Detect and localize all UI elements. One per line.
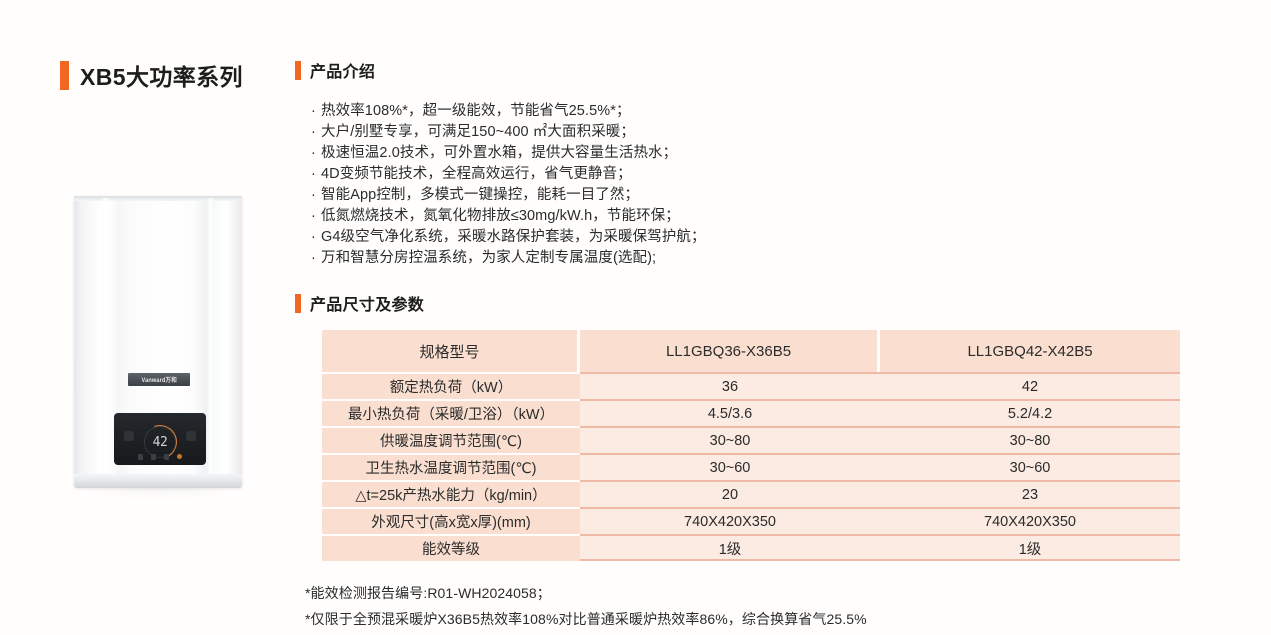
section-heading-specs: 产品尺寸及参数 xyxy=(295,291,1195,315)
footnote: *能效检测报告编号:R01-WH2024058； xyxy=(305,585,551,601)
boiler-bottom-edge xyxy=(74,474,242,488)
spec-value: 4.5/3.6 xyxy=(580,399,880,426)
spec-label: 外观尺寸(高x宽x厚)(mm) xyxy=(322,507,580,534)
spec-value: 740X420X350 xyxy=(880,507,1180,534)
spec-value: 30~80 xyxy=(880,426,1180,453)
table-row: 能效等级 1级 1级 xyxy=(322,534,1180,561)
feature-bullet: G4级空气净化系统，采暖水路保护套装，为采暖保驾护航； xyxy=(311,227,1195,248)
spec-label: 卫生热水温度调节范围(℃) xyxy=(322,453,580,480)
spec-label: 额定热负荷（kW） xyxy=(322,372,580,399)
footnote-block: *能效检测报告编号:R01-WH2024058； *仅限于全预混采暖炉X36B5… xyxy=(305,583,1195,629)
spec-value: 740X420X350 xyxy=(580,507,880,534)
product-image: Vanward万和 42 xyxy=(66,188,252,504)
table-row: △t=25k产热水能力（kg/min） 20 23 xyxy=(322,480,1180,507)
panel-indicator-icon xyxy=(151,454,156,460)
panel-indicator-row xyxy=(114,454,206,460)
accent-bar-icon xyxy=(60,60,69,90)
spec-value: 42 xyxy=(880,372,1180,399)
feature-bullet-list: 热效率108%*，超一级能效，节能省气25.5%*； 大户/别墅专享，可满足15… xyxy=(311,101,1195,269)
table-row: 卫生热水温度调节范围(℃) 30~60 30~60 xyxy=(322,453,1180,480)
accent-bar-icon xyxy=(295,293,301,313)
section-heading-intro: 产品介绍 xyxy=(295,58,1195,82)
table-header-cell: LL1GBQ36-X36B5 xyxy=(580,330,880,372)
spec-value: 20 xyxy=(580,480,880,507)
feature-bullet: 万和智慧分房控温系统，为家人定制专属温度(选配); xyxy=(311,248,1195,269)
table-row: 外观尺寸(高x宽x厚)(mm) 740X420X350 740X420X350 xyxy=(322,507,1180,534)
feature-bullet: 智能App控制，多模式一键操控，能耗一目了然； xyxy=(311,185,1195,206)
table-row: 供暖温度调节范围(℃) 30~80 30~80 xyxy=(322,426,1180,453)
panel-status-led-icon xyxy=(177,454,182,459)
spec-value: 30~80 xyxy=(580,426,880,453)
spec-value: 5.2/4.2 xyxy=(880,399,1180,426)
panel-button-left-icon xyxy=(124,431,134,441)
panel-button-right-icon xyxy=(186,431,196,441)
table-header-row: 规格型号 LL1GBQ36-X36B5 LL1GBQ42-X42B5 xyxy=(322,330,1180,372)
spec-value: 36 xyxy=(580,372,880,399)
table-header-cell: 规格型号 xyxy=(322,330,580,372)
feature-bullet: 极速恒温2.0技术，可外置水箱，提供大容量生活热水； xyxy=(311,143,1195,164)
series-title-text: XB5大功率系列 xyxy=(80,64,243,90)
spec-value: 1级 xyxy=(580,534,880,561)
feature-bullet: 低氮燃烧技术，氮氧化物排放≤30mg/kW.h，节能环保； xyxy=(311,206,1195,227)
spec-label: 最小热负荷（采暖/卫浴）（kW） xyxy=(322,399,580,426)
boiler-highlight-left xyxy=(100,198,111,474)
spec-value: 23 xyxy=(880,480,1180,507)
footnote: *仅限于全预混采暖炉X36B5热效率108%对比普通采暖炉热效率86%，综合换算… xyxy=(305,611,867,627)
table-header-cell: LL1GBQ42-X42B5 xyxy=(880,330,1180,372)
table-row: 最小热负荷（采暖/卫浴）（kW） 4.5/3.6 5.2/4.2 xyxy=(322,399,1180,426)
boiler-highlight-right xyxy=(206,198,215,474)
temperature-dial: 42 xyxy=(144,426,176,458)
spec-value: 30~60 xyxy=(580,453,880,480)
section-heading-specs-text: 产品尺寸及参数 xyxy=(310,297,425,314)
brand-logo-text: Vanward万和 xyxy=(141,378,177,384)
spec-label: 能效等级 xyxy=(322,534,580,561)
spec-value: 1级 xyxy=(880,534,1180,561)
series-title-block: XB5大功率系列 xyxy=(60,58,290,92)
table-row: 额定热负荷（kW） 36 42 xyxy=(322,372,1180,399)
boiler-top-edge xyxy=(74,196,242,201)
accent-bar-icon xyxy=(295,60,301,80)
temperature-display: 42 xyxy=(152,434,168,450)
feature-bullet: 大户/别墅专享，可满足150~400 ㎡大面积采暖； xyxy=(311,122,1195,143)
spec-value: 30~60 xyxy=(880,453,1180,480)
control-panel: 42 xyxy=(114,413,206,465)
brand-logo: Vanward万和 xyxy=(128,373,190,386)
panel-indicator-icon xyxy=(138,454,143,460)
section-heading-intro-text: 产品介绍 xyxy=(310,64,376,81)
spec-label: 供暖温度调节范围(℃) xyxy=(322,426,580,453)
content-column: 产品介绍 热效率108%*，超一级能效，节能省气25.5%*； 大户/别墅专享，… xyxy=(295,58,1195,635)
panel-indicator-icon xyxy=(164,454,169,460)
spec-table-wrapper: 规格型号 LL1GBQ36-X36B5 LL1GBQ42-X42B5 额定热负荷… xyxy=(322,330,1180,561)
series-title: XB5大功率系列 xyxy=(60,58,290,92)
feature-bullet: 4D变频节能技术，全程高效运行，省气更静音； xyxy=(311,164,1195,185)
spec-table: 规格型号 LL1GBQ36-X36B5 LL1GBQ42-X42B5 额定热负荷… xyxy=(322,330,1180,561)
feature-bullet: 热效率108%*，超一级能效，节能省气25.5%*； xyxy=(311,101,1195,122)
spec-label: △t=25k产热水能力（kg/min） xyxy=(322,480,580,507)
